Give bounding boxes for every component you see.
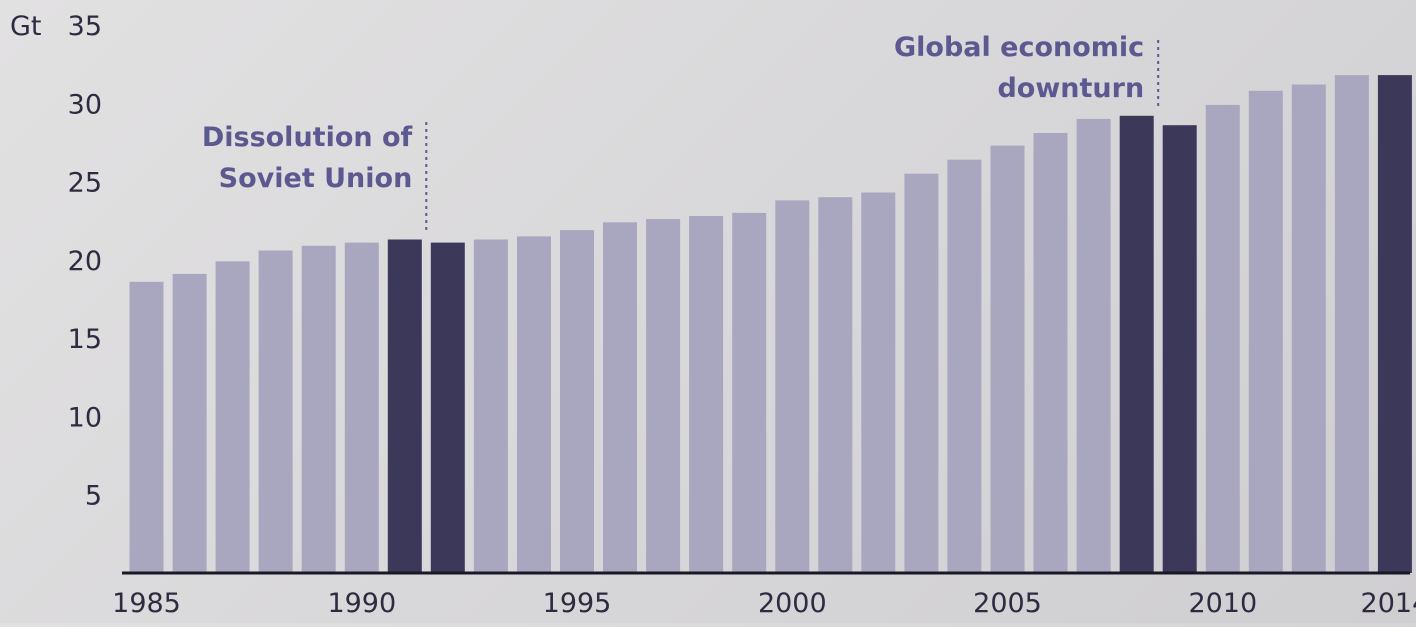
bar-1985 [129, 281, 164, 573]
y-tick-label-15: 15 [68, 324, 102, 355]
annotation-2-line-2: downturn [997, 73, 1144, 104]
bars-group [129, 75, 1412, 574]
bar-2002 [861, 192, 896, 573]
bar-1987 [215, 261, 250, 573]
y-axis-ticks: 5 10 15 20 25 30 35 [68, 11, 102, 512]
y-tick-label-5: 5 [85, 481, 102, 512]
bar-1994 [517, 236, 551, 573]
y-tick-label-35: 35 [68, 11, 102, 42]
bar-1990 [344, 242, 379, 573]
bar-2008 [1119, 115, 1154, 574]
bar-1989 [301, 245, 336, 574]
bar-1988 [258, 250, 293, 573]
bar-2003 [904, 173, 939, 573]
y-tick-label-25: 25 [68, 168, 102, 199]
annotation-2-line-1: Global economic [894, 32, 1144, 63]
bar-1992 [430, 242, 465, 573]
y-tick-label-30: 30 [68, 89, 102, 120]
bar-2005 [990, 145, 1025, 573]
bar-2001 [818, 197, 853, 573]
bar-1993 [473, 239, 508, 573]
bar-2013 [1334, 75, 1369, 573]
x-tick-label-2014: 2014 [1361, 588, 1416, 619]
x-tick-label-2005: 2005 [973, 588, 1042, 619]
bar-2004 [947, 159, 982, 573]
y-axis-unit-label: Gt [10, 11, 42, 42]
annotation-1-line-2: Soviet Union [219, 163, 413, 194]
bar-1991 [387, 239, 422, 573]
bar-1998 [689, 216, 724, 573]
bar-1999 [732, 212, 767, 573]
bar-2009 [1162, 125, 1197, 573]
bar-2007 [1076, 118, 1111, 574]
x-tick-label-2000: 2000 [758, 588, 827, 619]
bar-1997 [646, 219, 681, 573]
x-tick-label-1985: 1985 [112, 588, 181, 619]
x-axis-ticks: 1985 1990 1995 2000 2005 2010 2014 [112, 588, 1416, 619]
bar-2012 [1291, 84, 1326, 573]
y-tick-label-20: 20 [68, 246, 102, 277]
x-tick-label-2010: 2010 [1188, 588, 1257, 619]
annotation-1-line-1: Dissolution of [202, 122, 413, 153]
bar-1995 [560, 230, 594, 573]
bar-2006 [1033, 133, 1068, 573]
bar-2011 [1248, 90, 1283, 574]
x-tick-label-1995: 1995 [543, 588, 612, 619]
bar-2010 [1205, 104, 1240, 574]
bar-1986 [172, 273, 207, 573]
bar-2000 [775, 200, 810, 573]
annotations-group: Dissolution of Soviet Union Global economi… [202, 32, 1160, 232]
y-tick-label-10: 10 [68, 402, 102, 433]
bar-2014 [1377, 75, 1412, 573]
x-tick-label-1990: 1990 [327, 588, 396, 619]
bar-1996 [603, 222, 637, 574]
